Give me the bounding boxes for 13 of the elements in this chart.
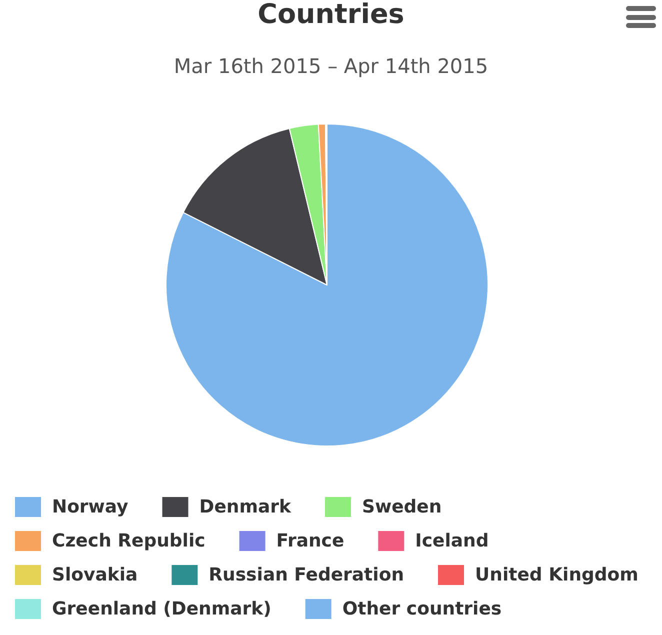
legend-label: Norway bbox=[52, 496, 129, 518]
legend-label: Slovakia bbox=[52, 564, 138, 586]
chart-title: Countries bbox=[258, 0, 404, 30]
legend-label: France bbox=[276, 530, 344, 552]
legend-label: Czech Republic bbox=[52, 530, 206, 552]
legend-label: Denmark bbox=[199, 496, 292, 518]
legend-label: Sweden bbox=[362, 496, 442, 518]
legend-label: Greenland (Denmark) bbox=[52, 598, 272, 620]
legend-label: United Kingdom bbox=[475, 564, 638, 586]
legend-label: Iceland bbox=[415, 530, 489, 552]
chart-subtitle: Mar 16th 2015 – Apr 14th 2015 bbox=[174, 54, 488, 78]
legend-label: Other countries bbox=[342, 598, 502, 620]
legend-label: Russian Federation bbox=[208, 564, 404, 586]
